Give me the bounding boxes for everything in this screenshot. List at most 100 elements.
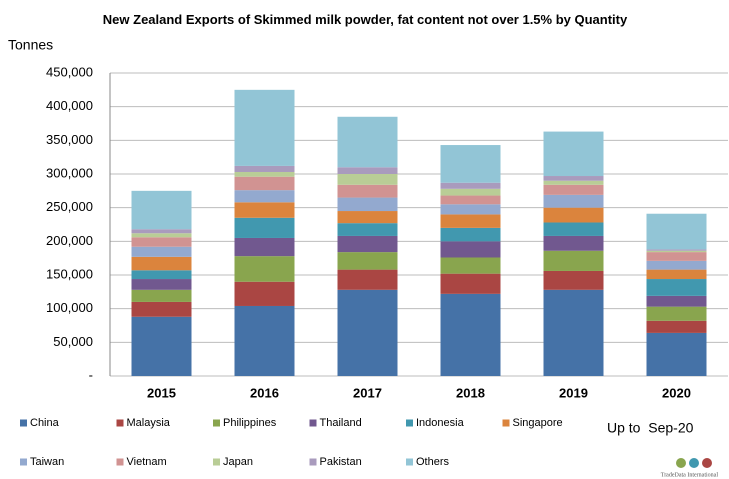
chart-title: New Zealand Exports of Skimmed milk powd… [102,12,628,27]
bar-segment [337,211,398,224]
bar-segment [440,293,501,376]
bar-segment [543,235,604,251]
bar-segment [646,250,707,253]
bar-segment [440,214,501,228]
y-tick-label: 300,000 [46,165,93,180]
legend-swatch [309,458,317,466]
bar-segment [543,184,604,195]
bar-segment [543,222,604,236]
bar-segment [646,279,707,296]
bar-segment [131,289,192,302]
x-tick-label: 2020 [662,385,691,400]
bar-segment [646,249,707,251]
bar-segment [131,256,192,271]
y-axis-label: Tonnes [8,37,53,53]
x-tick-label: 2019 [559,385,588,400]
y-tick-label: 350,000 [46,132,93,147]
bar-segment [646,213,707,250]
annotation: Up to Sep-20 [607,420,694,436]
logo-dot [689,458,699,468]
bar-segment [440,188,501,196]
x-tick-label: 2017 [353,385,382,400]
bar-segment [440,257,501,274]
legend-swatch [116,419,124,427]
bar-segment [646,332,707,376]
bar-segment [234,190,295,203]
bar-segment [131,246,192,257]
legend-swatch [406,419,413,427]
bar-segment [543,180,604,185]
bar-segment [131,237,192,247]
legend-label: Japan [223,456,253,468]
bar-segment [440,273,501,294]
legend-label: Vietnam [127,456,167,468]
bar-segment [337,197,398,212]
y-tick-label: 50,000 [53,334,93,349]
x-tick-label: 2015 [147,385,176,400]
bar-segment [131,229,192,234]
bar-segment [337,223,398,236]
y-tick-label: - [89,367,93,382]
bar-segment [234,202,295,218]
legend-swatch [309,419,317,427]
bar-segment [337,174,398,185]
bar-segment [131,190,192,230]
bar-segment [234,305,295,376]
bar-segment [131,233,192,238]
bar-segment [646,320,707,333]
bar-segment [543,131,604,177]
bar-segment [646,269,707,280]
bar-segment [440,182,501,189]
bar-segment [646,260,707,270]
bar-segment [337,116,398,168]
legend-swatch [20,419,27,427]
y-tick-label: 200,000 [46,233,93,248]
legend-label: China [30,417,60,429]
logo-dot [702,458,712,468]
bar-segment [337,252,398,270]
bar-segment [337,184,398,198]
legend-label: Thailand [320,417,362,429]
bar-segment [440,195,501,205]
legend-label: Philippines [223,417,277,429]
bar-segment [131,270,192,280]
bar-segment [646,306,707,321]
y-tick-label: 150,000 [46,266,93,281]
bar-segment [543,270,604,290]
bar-segment [234,217,295,238]
y-tick-label: 400,000 [46,98,93,113]
bar-segment [543,194,604,208]
legend-label: Taiwan [30,456,64,468]
bar-segment [440,241,501,258]
bar-segment [543,176,604,181]
legend-swatch [213,419,220,427]
bar-segment [543,289,604,376]
bar-segment [131,316,192,376]
x-tick-label: 2018 [456,385,485,400]
legend-label: Others [416,456,450,468]
legend-swatch [20,458,27,466]
y-tick-label: 450,000 [46,64,93,79]
legend-label: Pakistan [320,456,362,468]
legend-swatch [406,458,413,466]
bar-segment [440,204,501,215]
logo-dot [676,458,686,468]
bar-segment [337,167,398,174]
bar-segment [234,256,295,282]
bar-segment [543,207,604,223]
bar-segment [234,165,295,172]
legend-swatch [213,458,220,466]
y-tick-label: 250,000 [46,199,93,214]
watermark: TradeData International [661,472,719,478]
bar-segment [337,289,398,376]
legend-label: Malaysia [127,417,171,429]
bar-segment [234,171,295,177]
bar-segment [337,269,398,290]
bar-segment [131,301,192,317]
bar-segment [646,295,707,307]
bar-segment [440,227,501,242]
legend-swatch [502,419,510,427]
bar-segment [131,279,192,290]
